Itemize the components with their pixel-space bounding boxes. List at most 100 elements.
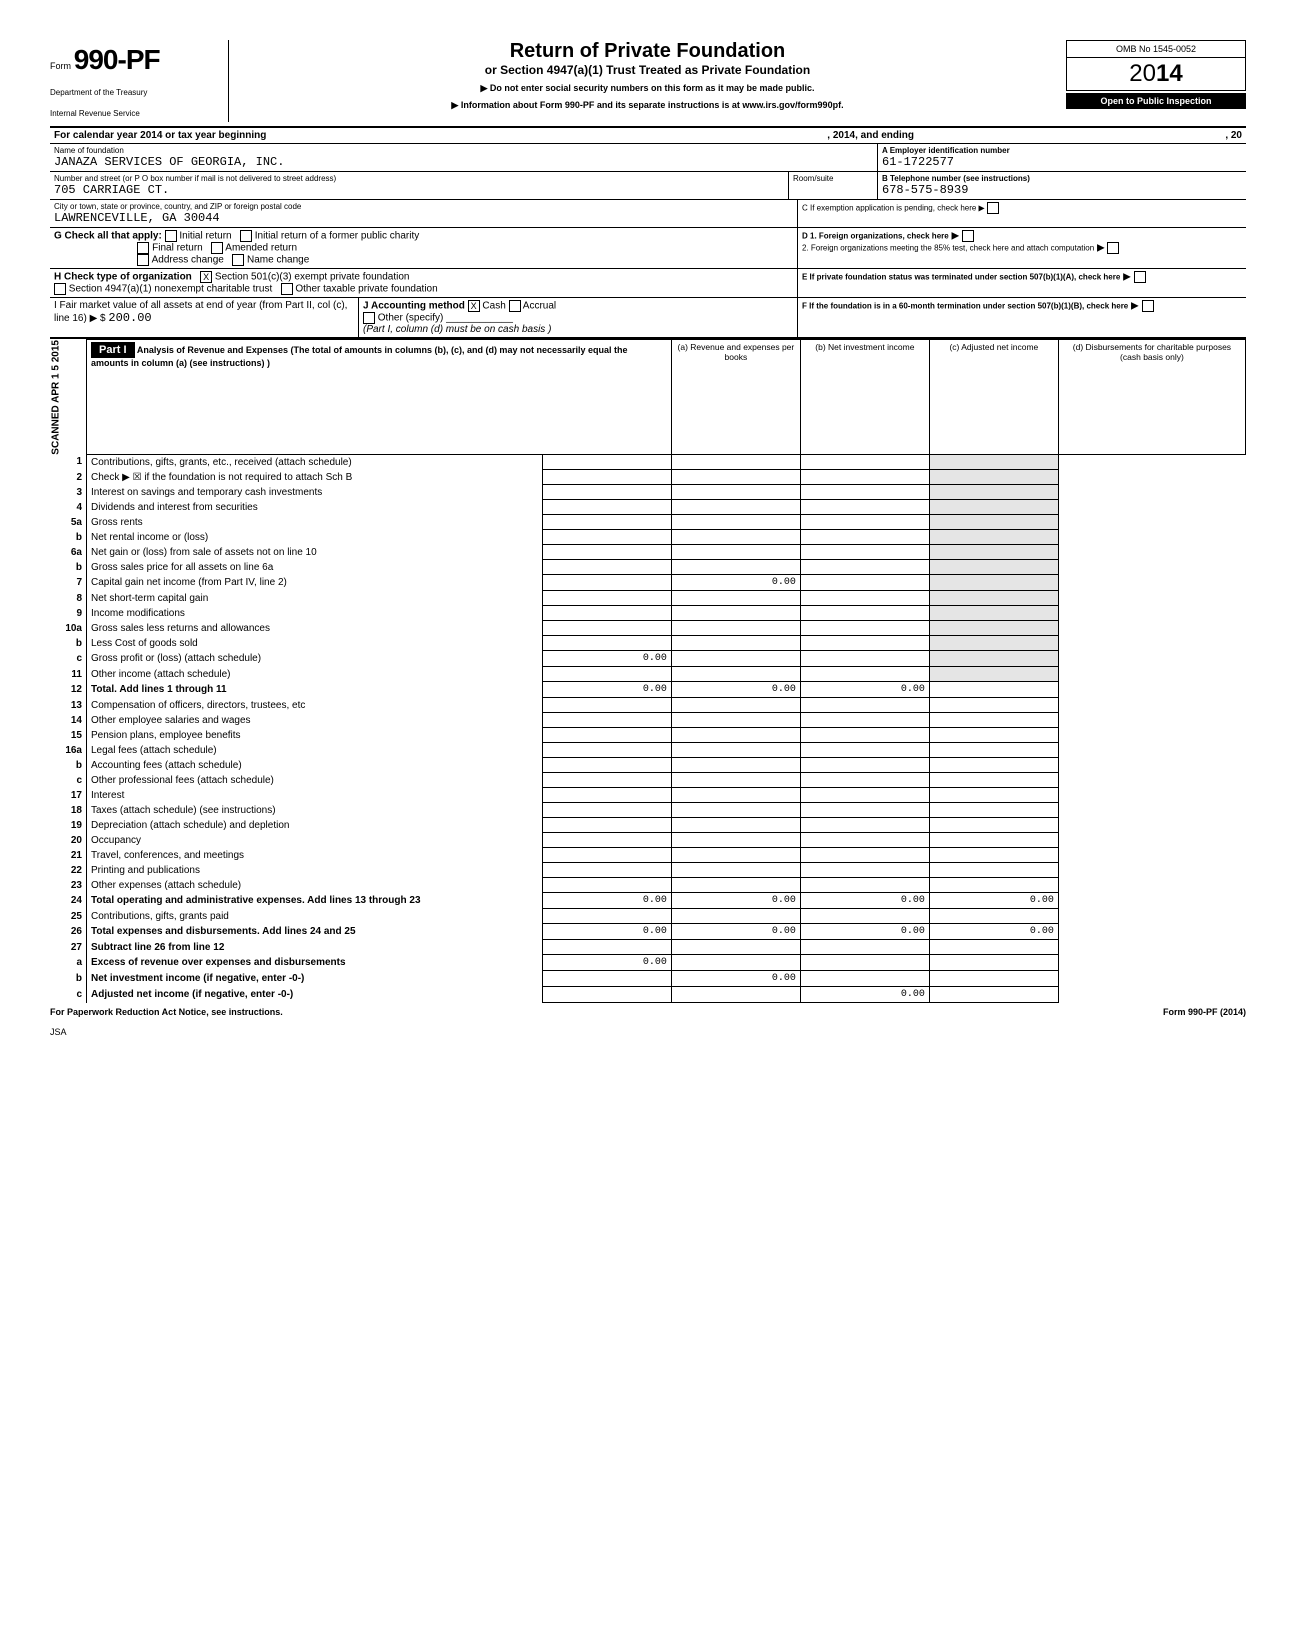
table-row: 17Interest xyxy=(50,788,1246,803)
h3-checkbox[interactable] xyxy=(281,283,293,295)
tel-label: B Telephone number (see instructions) xyxy=(882,174,1242,183)
table-row: 24Total operating and administrative exp… xyxy=(50,893,1246,909)
calyear-begin: For calendar year 2014 or tax year begin… xyxy=(50,128,823,143)
table-row: 3Interest on savings and temporary cash … xyxy=(50,485,1246,500)
city-label: City or town, state or province, country… xyxy=(54,202,793,211)
j-accrual-checkbox[interactable] xyxy=(509,300,521,312)
calendar-year-row: For calendar year 2014 or tax year begin… xyxy=(50,128,1246,144)
f-label: F If the foundation is in a 60-month ter… xyxy=(802,302,1128,311)
footer-jsa: JSA xyxy=(50,1027,1246,1037)
col-c: (c) Adjusted net income xyxy=(929,340,1058,455)
addr-tel-row: Number and street (or P O box number if … xyxy=(50,172,1246,200)
e-checkbox[interactable] xyxy=(1134,271,1146,283)
table-row: cOther professional fees (attach schedul… xyxy=(50,773,1246,788)
form-number: 990-PF xyxy=(74,44,160,75)
g-name-checkbox[interactable] xyxy=(232,254,244,266)
f-checkbox[interactable] xyxy=(1142,300,1154,312)
i-value: 200.00 xyxy=(108,311,151,325)
j-cash-checkbox[interactable]: X xyxy=(468,300,480,312)
table-row: 12Total. Add lines 1 through 110.000.000… xyxy=(50,682,1246,698)
j-note: (Part I, column (d) must be on cash basi… xyxy=(363,324,551,335)
table-row: 5aGross rents xyxy=(50,515,1246,530)
i-label: I Fair market value of all assets at end… xyxy=(54,300,347,324)
name-ein-row: Name of foundation JANAZA SERVICES OF GE… xyxy=(50,144,1246,172)
h1-checkbox[interactable]: X xyxy=(200,271,212,283)
d1-label: D 1. Foreign organizations, check here xyxy=(802,232,949,241)
g-former-checkbox[interactable] xyxy=(240,230,252,242)
table-row: bLess Cost of goods sold xyxy=(50,636,1246,651)
table-row: bGross sales price for all assets on lin… xyxy=(50,560,1246,575)
table-row: 8Net short-term capital gain xyxy=(50,591,1246,606)
form-subtitle: or Section 4947(a)(1) Trust Treated as P… xyxy=(239,63,1056,77)
name-label: Name of foundation xyxy=(54,146,873,155)
table-row: aExcess of revenue over expenses and dis… xyxy=(50,955,1246,971)
footer-left: For Paperwork Reduction Act Notice, see … xyxy=(50,1007,283,1017)
g-initial-checkbox[interactable] xyxy=(165,230,177,242)
right-header: OMB No 1545-0052 2014 Open to Public Ins… xyxy=(1066,40,1246,109)
ein-value: 61-1722577 xyxy=(882,155,1242,169)
form-title: Return of Private Foundation xyxy=(239,40,1056,63)
table-row: 18Taxes (attach schedule) (see instructi… xyxy=(50,803,1246,818)
g-final-checkbox[interactable] xyxy=(137,242,149,254)
table-row: 10aGross sales less returns and allowanc… xyxy=(50,621,1246,636)
col-b: (b) Net investment income xyxy=(800,340,929,455)
c-checkbox[interactable] xyxy=(987,202,999,214)
g-address: Address change xyxy=(152,255,224,266)
table-row: 16aLegal fees (attach schedule) xyxy=(50,743,1246,758)
j-other-checkbox[interactable] xyxy=(363,312,375,324)
d2-checkbox[interactable] xyxy=(1107,242,1119,254)
table-row: 11Other income (attach schedule) xyxy=(50,667,1246,682)
addr-label: Number and street (or P O box number if … xyxy=(54,174,784,183)
table-row: 21Travel, conferences, and meetings xyxy=(50,848,1246,863)
g-final: Final return xyxy=(152,243,203,254)
col-d: (d) Disbursements for charitable purpose… xyxy=(1058,340,1245,455)
table-row: 2Check ▶ ☒ if the foundation is not requ… xyxy=(50,470,1246,485)
table-row: 13Compensation of officers, directors, t… xyxy=(50,698,1246,713)
j-accrual: Accrual xyxy=(523,301,556,312)
table-row: 7Capital gain net income (from Part IV, … xyxy=(50,575,1246,591)
i-j-f-row: I Fair market value of all assets at end… xyxy=(50,298,1246,339)
col-a: (a) Revenue and expenses per books xyxy=(671,340,800,455)
title-block: Return of Private Foundation or Section … xyxy=(229,40,1066,111)
table-row: cAdjusted net income (if negative, enter… xyxy=(50,987,1246,1003)
j-label: J Accounting method xyxy=(363,301,465,312)
table-row: 19Depreciation (attach schedule) and dep… xyxy=(50,818,1246,833)
h3-text: Other taxable private foundation xyxy=(295,284,437,295)
instr-ssn: ▶ Do not enter social security numbers o… xyxy=(239,83,1056,94)
g-d-row: G Check all that apply: Initial return I… xyxy=(50,228,1246,269)
d1-checkbox[interactable] xyxy=(962,230,974,242)
table-row: bNet rental income or (loss) xyxy=(50,530,1246,545)
h2-checkbox[interactable] xyxy=(54,283,66,295)
g-address-checkbox[interactable] xyxy=(137,254,149,266)
table-row: 20Occupancy xyxy=(50,833,1246,848)
table-row: 4Dividends and interest from securities xyxy=(50,500,1246,515)
foundation-name: JANAZA SERVICES OF GEORGIA, INC. xyxy=(54,155,873,169)
table-row: cGross profit or (loss) (attach schedule… xyxy=(50,651,1246,667)
h1-text: Section 501(c)(3) exempt private foundat… xyxy=(215,272,410,283)
g-amended: Amended return xyxy=(225,243,297,254)
form-number-box: Form 990-PF Department of the Treasury I… xyxy=(50,40,229,122)
h2-text: Section 4947(a)(1) nonexempt charitable … xyxy=(69,284,272,295)
dept-irs: Internal Revenue Service xyxy=(50,109,220,118)
g-initial: Initial return xyxy=(179,231,231,242)
table-row: 27Subtract line 26 from line 12 xyxy=(50,940,1246,955)
g-label: G Check all that apply: xyxy=(54,231,162,242)
table-row: 26Total expenses and disbursements. Add … xyxy=(50,924,1246,940)
h-e-row: H Check type of organization X Section 5… xyxy=(50,269,1246,298)
j-cash: Cash xyxy=(482,301,505,312)
table-row: 1Contributions, gifts, grants, etc., rec… xyxy=(50,454,1246,470)
public-inspection: Open to Public Inspection xyxy=(1066,93,1246,109)
tel-value: 678-575-8939 xyxy=(882,183,1242,197)
tax-year: 2014 xyxy=(1066,58,1246,91)
table-row: bAccounting fees (attach schedule) xyxy=(50,758,1246,773)
d2-label: 2. Foreign organizations meeting the 85%… xyxy=(802,244,1094,253)
g-namechange: Name change xyxy=(247,255,309,266)
table-row: 9Income modifications xyxy=(50,606,1246,621)
g-amended-checkbox[interactable] xyxy=(211,242,223,254)
table-row: bNet investment income (if negative, ent… xyxy=(50,971,1246,987)
addr-value: 705 CARRIAGE CT. xyxy=(54,183,784,197)
table-row: 25Contributions, gifts, grants paid xyxy=(50,909,1246,924)
part1-desc: Analysis of Revenue and Expenses (The to… xyxy=(91,345,628,368)
room-label: Room/suite xyxy=(793,174,873,183)
j-other: Other (specify) xyxy=(378,313,444,324)
